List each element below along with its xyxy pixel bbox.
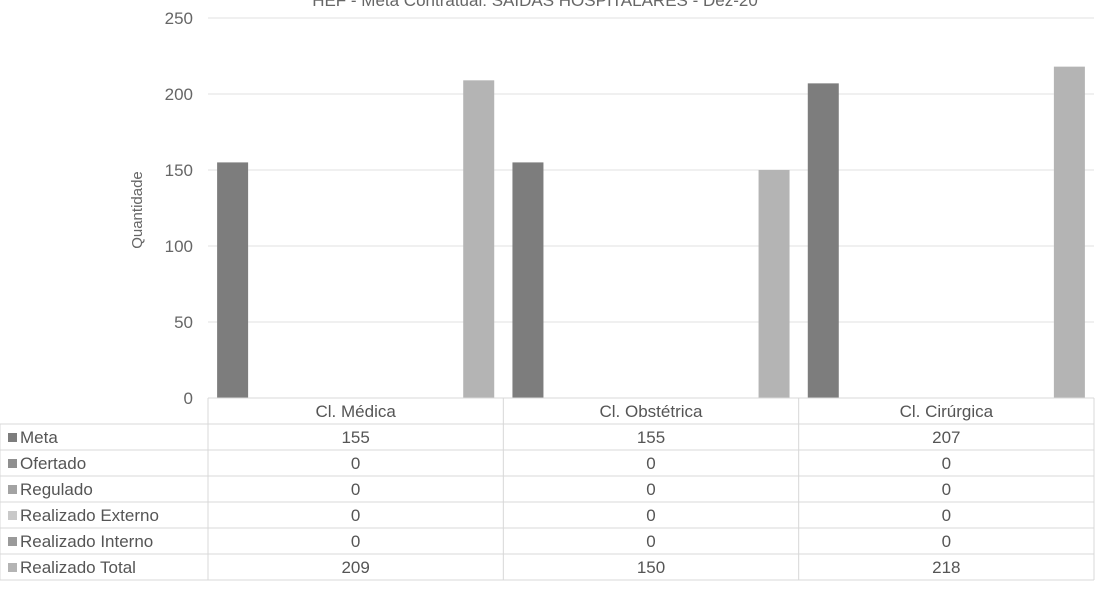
y-tick-label: 250 xyxy=(165,9,193,28)
legend-swatch xyxy=(8,511,17,520)
data-table: Cl. Médica Cl. Obstétrica Cl. Cirúrgica Met… xyxy=(0,397,1095,581)
bar-meta xyxy=(807,83,839,399)
data-cell: 0 xyxy=(646,506,655,525)
y-tick-label: 150 xyxy=(165,161,193,180)
gridlines xyxy=(208,17,1094,399)
bar-meta xyxy=(512,162,544,398)
data-cell: 155 xyxy=(637,428,665,447)
data-cell: 0 xyxy=(646,532,655,551)
data-cell: 207 xyxy=(932,428,960,447)
category-label: Cl. Cirúrgica xyxy=(900,402,994,421)
series-label: Realizado Total xyxy=(20,558,136,577)
data-cell: 0 xyxy=(351,532,360,551)
data-cell: 0 xyxy=(942,480,951,499)
data-cell: 0 xyxy=(351,506,360,525)
data-cell: 155 xyxy=(341,428,369,447)
data-cell: 0 xyxy=(646,480,655,499)
data-cell: 0 xyxy=(942,532,951,551)
data-cell: 0 xyxy=(646,454,655,473)
category-label: Cl. Médica xyxy=(316,402,397,421)
bar-realizado-total xyxy=(758,170,790,398)
data-cell: 209 xyxy=(341,558,369,577)
y-tick-label: 200 xyxy=(165,85,193,104)
series-label: Meta xyxy=(20,428,58,447)
y-tick-label: 100 xyxy=(165,237,193,256)
series-label: Regulado xyxy=(20,480,93,499)
category-label: Cl. Obstétrica xyxy=(600,402,704,421)
data-cell: 0 xyxy=(351,480,360,499)
legend-swatch xyxy=(8,563,17,572)
legend-swatch xyxy=(8,485,17,494)
bar-realizado-total xyxy=(1053,66,1085,398)
bar-realizado-total xyxy=(463,80,495,398)
y-tick-label: 50 xyxy=(174,313,193,332)
series-label: Realizado Externo xyxy=(20,506,159,525)
y-axis-ticks: 0 50 100 150 200 250 xyxy=(165,9,193,408)
bar-meta xyxy=(217,162,249,398)
data-cell: 218 xyxy=(932,558,960,577)
legend-swatch xyxy=(8,459,17,468)
data-cell: 0 xyxy=(942,506,951,525)
bars xyxy=(217,66,1085,399)
legend-swatch xyxy=(8,537,17,546)
data-cell: 0 xyxy=(942,454,951,473)
y-tick-label: 0 xyxy=(184,389,193,408)
series-label: Realizado Interno xyxy=(20,532,153,551)
y-axis-label: Quantidade xyxy=(129,171,146,249)
chart-title: HEF - Meta Contratual: SAÍDAS HOSPITALAR… xyxy=(312,0,758,10)
series-label: Ofertado xyxy=(20,454,86,473)
data-cell: 0 xyxy=(351,454,360,473)
data-cell: 150 xyxy=(637,558,665,577)
legend-swatch xyxy=(8,433,17,442)
